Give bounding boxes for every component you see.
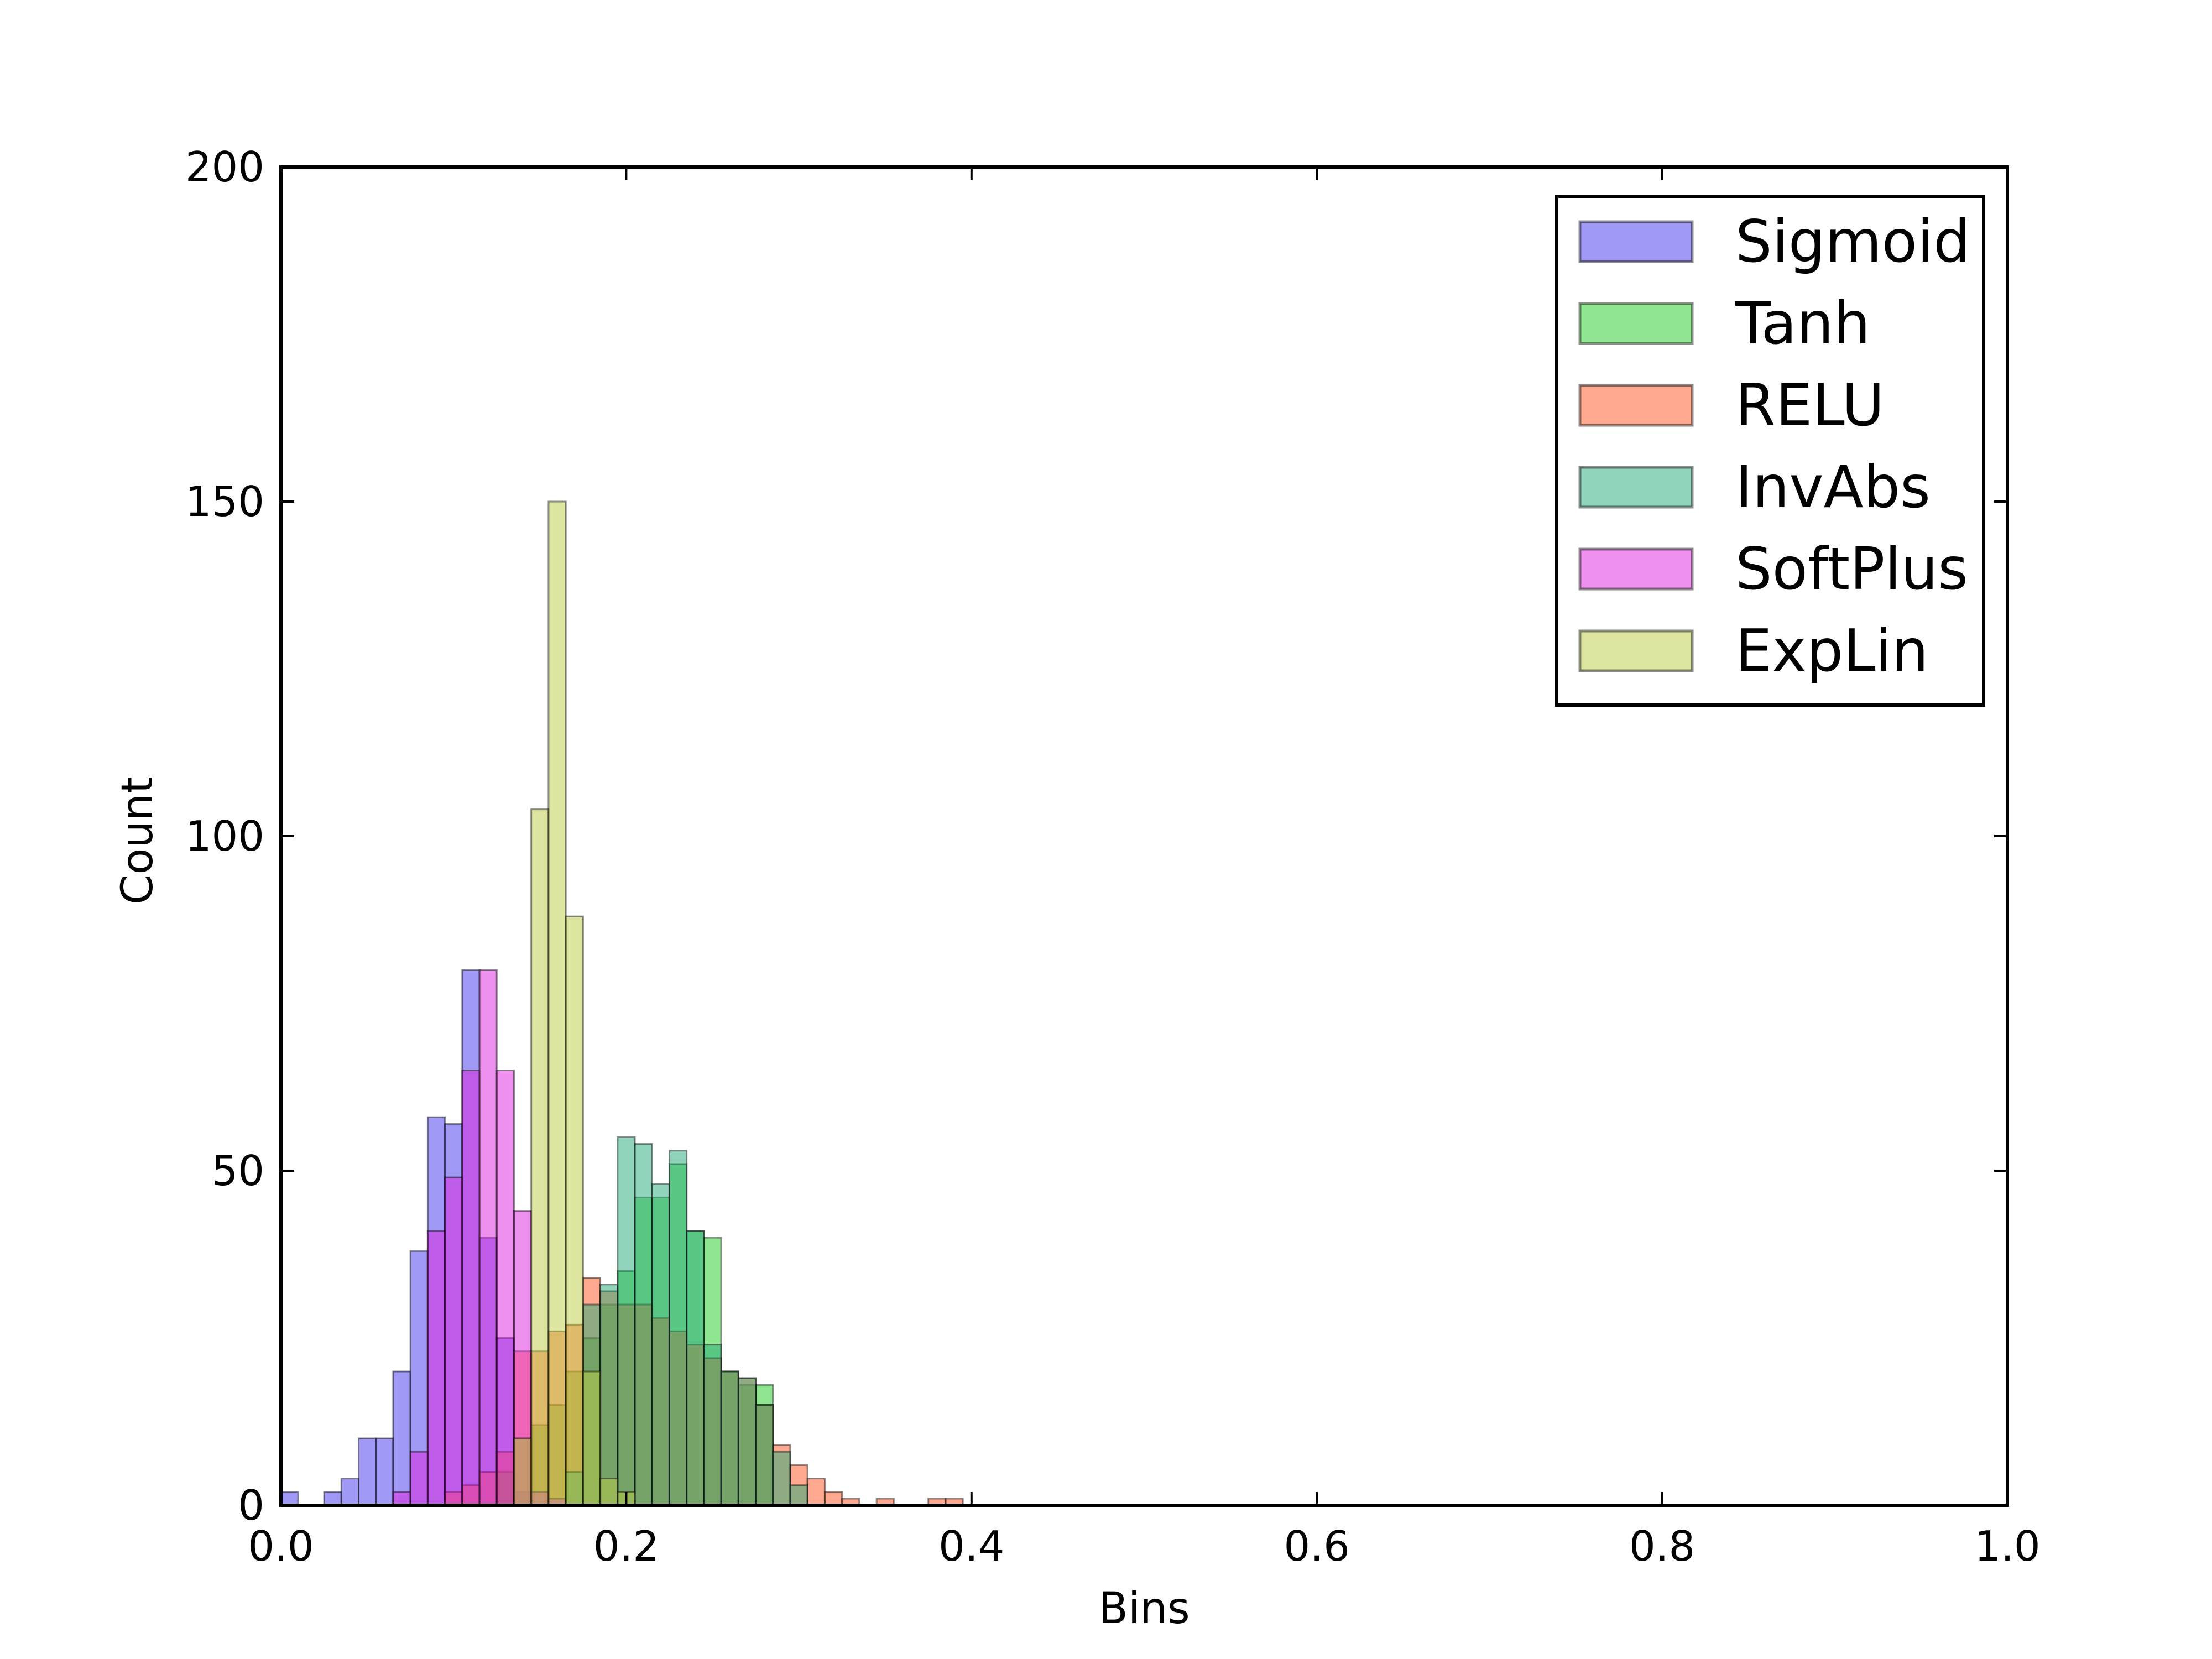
legend-item-invabs: InvAbs [1578, 453, 1931, 521]
y-tick-label: 100 [185, 812, 264, 860]
bar [478, 969, 498, 1506]
y-tick-label: 50 [212, 1146, 264, 1195]
legend-swatch [1578, 384, 1694, 427]
y-axis-label: Count [113, 776, 163, 905]
bar [547, 500, 567, 1506]
x-tick-label: 0.6 [1284, 1522, 1350, 1571]
bar [444, 1176, 463, 1506]
bar [340, 1478, 359, 1506]
bar [409, 1451, 429, 1506]
legend-item-relu: RELU [1578, 372, 1884, 439]
bar [565, 915, 584, 1506]
bar [323, 1491, 342, 1506]
legend-swatch [1578, 629, 1694, 672]
legend-label: RELU [1735, 372, 1884, 439]
legend-swatch [1578, 466, 1694, 509]
bar [461, 1070, 481, 1506]
bar [495, 1070, 515, 1506]
bar [686, 1230, 705, 1506]
bar [392, 1370, 411, 1506]
bar [582, 1370, 602, 1506]
bar [530, 808, 550, 1506]
series-explin [513, 500, 636, 1506]
bar [426, 1230, 446, 1506]
bar [720, 1370, 739, 1506]
bar [806, 1478, 826, 1506]
legend-label: SoftPlus [1735, 535, 1968, 603]
bar [634, 1143, 653, 1506]
legend-item-explin: ExpLin [1578, 617, 1928, 685]
bar [599, 1478, 619, 1506]
legend-swatch [1578, 547, 1694, 591]
x-axis-label: Bins [1098, 1584, 1190, 1634]
bar [789, 1484, 808, 1506]
bar [703, 1344, 722, 1506]
legend: Sigmoid Tanh RELU InvAbs SoftPlus ExpLin [1555, 195, 1985, 707]
y-tick-label: 0 [238, 1481, 264, 1530]
bar [599, 1284, 619, 1506]
legend-swatch [1578, 220, 1694, 263]
legend-item-softplus: SoftPlus [1578, 535, 1968, 603]
bar [280, 1491, 299, 1506]
bar [668, 1150, 688, 1506]
ticks-layer: 0.0 0.2 0.4 0.6 0.8 1.0 0 50 100 150 200 [185, 143, 2041, 1571]
legend-swatch [1578, 302, 1694, 345]
bar [737, 1377, 757, 1506]
bar [651, 1183, 670, 1506]
y-tick-label: 200 [185, 143, 264, 191]
x-tick-label: 0.2 [593, 1522, 659, 1571]
legend-label: InvAbs [1735, 453, 1931, 521]
legend-label: Sigmoid [1735, 208, 1970, 275]
bar [755, 1404, 774, 1506]
legend-box [1555, 195, 1985, 707]
legend-item-sigmoid: Sigmoid [1578, 208, 1970, 275]
legend-label: ExpLin [1735, 617, 1928, 685]
y-tick-label: 150 [185, 477, 264, 526]
bar [375, 1437, 394, 1506]
bar [357, 1437, 377, 1506]
legend-label: Tanh [1735, 290, 1870, 357]
x-tick-label: 0.0 [248, 1522, 314, 1571]
x-tick-label: 0.4 [938, 1522, 1004, 1571]
bar [513, 1437, 533, 1506]
x-tick-label: 0.8 [1629, 1522, 1695, 1571]
bar [772, 1451, 791, 1506]
bar [617, 1136, 636, 1506]
legend-item-tanh: Tanh [1578, 290, 1870, 357]
x-tick-label: 1.0 [1974, 1522, 2040, 1571]
bar [392, 1491, 411, 1506]
bar [823, 1491, 843, 1506]
